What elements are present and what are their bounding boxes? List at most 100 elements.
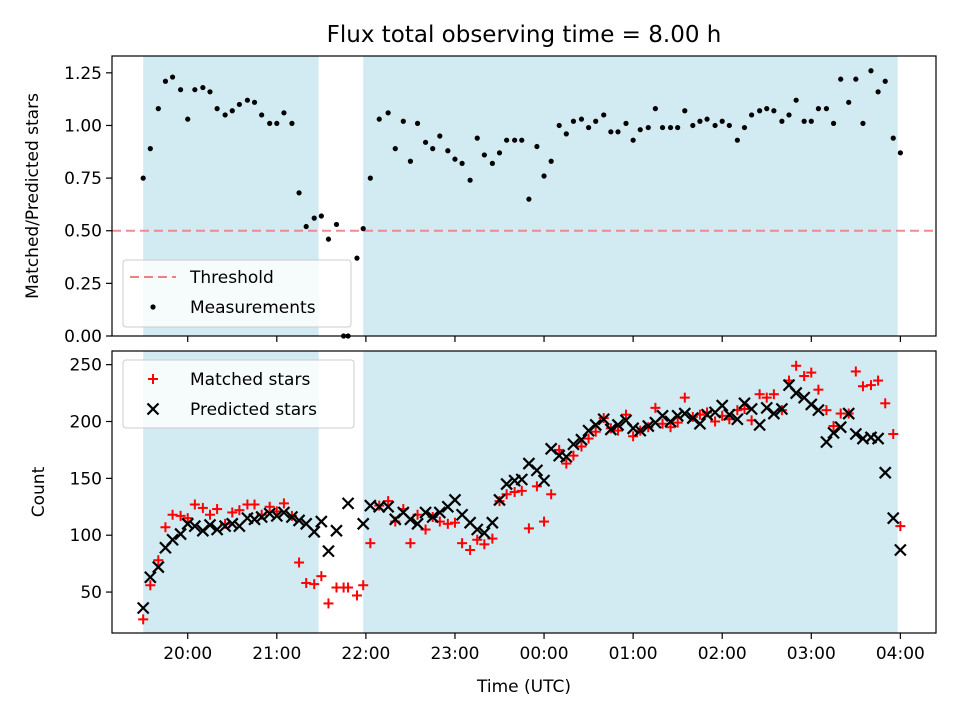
measurement-point (244, 97, 251, 103)
predicted-stars-point (174, 527, 187, 541)
matched-stars-point (264, 501, 275, 512)
predicted-stars-point (537, 474, 551, 487)
measurement-point (214, 106, 220, 112)
matched-stars-point (561, 458, 572, 469)
predicted-stars-point (181, 517, 194, 531)
measurement-point (637, 127, 643, 133)
matched-stars-point (523, 523, 534, 534)
measurement-points (140, 68, 903, 339)
predicted-stars-point (263, 507, 276, 520)
measurement-point (690, 122, 696, 129)
matched-stars-point (761, 392, 772, 403)
predicted-stars-legend-swatch (146, 402, 160, 416)
measurement-point (652, 106, 658, 112)
predicted-stars-point (611, 418, 625, 432)
measurement-point (155, 106, 161, 112)
predicted-legend-marker (146, 402, 160, 416)
matched-stars-point (821, 405, 832, 416)
matched-stars-point (472, 534, 483, 545)
measurement-point (459, 160, 465, 166)
matched-stars-point (189, 499, 200, 510)
ratio-plot-frame (111, 55, 937, 337)
predicted-stars-point (633, 424, 647, 437)
measurement-point (808, 118, 814, 124)
matched-stars-point (153, 555, 164, 566)
measurement-point (726, 122, 732, 129)
x-tick-label: 00:00 (520, 644, 569, 664)
matched-stars-point (754, 389, 765, 400)
measurement-point (608, 129, 614, 135)
predicted-stars-point (470, 523, 484, 536)
measurement-point (860, 120, 866, 126)
x-tick-label: 04:00 (876, 644, 925, 664)
matched-stars-point (665, 422, 676, 433)
count-y-axis: 50 100 150 200 250 (70, 356, 112, 603)
matched-stars-point (167, 509, 178, 520)
ratio-panel: 0.00 0.25 0.50 0.75 1.00 1.25 Matched/Predict… (23, 55, 937, 347)
measurement-point (541, 173, 547, 179)
measurement-point (764, 106, 770, 112)
measurement-point (467, 177, 473, 183)
count-panel: 50 100 150 200 250 20:00 21:00 22:00 23:00 00:00… (29, 350, 937, 664)
measurement-point (229, 108, 235, 114)
matched-stars-point (888, 429, 899, 440)
predicted-stars-point (315, 515, 328, 528)
predicted-stars-point (789, 386, 803, 400)
measurement-point (548, 158, 554, 164)
predicted-stars-point (270, 509, 284, 523)
measurement-point (667, 124, 674, 131)
measurement-point (251, 99, 258, 105)
predicted-stars-point (567, 437, 580, 451)
y-tick-label: 0.50 (64, 222, 102, 242)
measurement-point (311, 215, 317, 221)
ratio-y-axis: 0.00 0.25 0.50 0.75 1.00 1.25 (64, 64, 112, 347)
matched-stars-point (358, 580, 369, 591)
matched-stars-point (501, 489, 512, 500)
matched-stars-point (857, 381, 868, 392)
count-plot-frame (111, 350, 937, 634)
matched-stars-point (234, 505, 245, 516)
predicted-stars-point (530, 464, 544, 477)
predicted-stars-point (285, 510, 299, 524)
measurement-point (801, 118, 807, 124)
y-tick-label: 0.25 (64, 274, 102, 294)
matched-stars-point (145, 580, 156, 591)
measurement-point (318, 213, 324, 219)
measurement-point (289, 120, 295, 126)
predicted-stars-point (166, 533, 179, 547)
matched-stars-point (449, 517, 460, 528)
predicted-stars-point (626, 422, 640, 435)
matched-stars-point (768, 389, 779, 400)
matched-stars-point (343, 582, 354, 593)
threshold-legend-label: Threshold (189, 268, 274, 288)
predicted-stars-point (849, 427, 863, 441)
y-tick-label: 0.75 (64, 169, 102, 189)
x-tick-label: 21:00 (252, 644, 301, 664)
predicted-stars-point (188, 519, 202, 533)
predicted-stars-point (356, 517, 370, 531)
matched-stars-point (576, 441, 587, 452)
measurement-point (259, 112, 265, 118)
measurement-point (519, 137, 525, 143)
predicted-stars-point (745, 402, 758, 416)
predicted-stars-point (731, 412, 744, 426)
measurement-point (367, 175, 373, 181)
predicted-stars-point (411, 517, 424, 531)
matched-stars-point (710, 416, 721, 427)
x-tick-label: 01:00 (609, 644, 658, 664)
matched-stars-point (383, 496, 394, 507)
matched-stars-point (583, 433, 594, 444)
predicted-stars-point (404, 513, 417, 526)
measurement-point (593, 118, 599, 124)
predicted-stars-point (478, 526, 491, 540)
predicted-stars-point (144, 571, 157, 584)
matched-stars-point (612, 425, 623, 436)
measurement-point (207, 89, 213, 95)
measurement-point (882, 78, 888, 84)
measurement-point (333, 221, 340, 228)
predicted-stars-point (641, 419, 655, 433)
matched-stars-point (546, 489, 557, 500)
matched-stars-point (405, 538, 416, 549)
matched-stars-legend-label: Matched stars (190, 370, 310, 390)
measurement-point (675, 124, 681, 131)
